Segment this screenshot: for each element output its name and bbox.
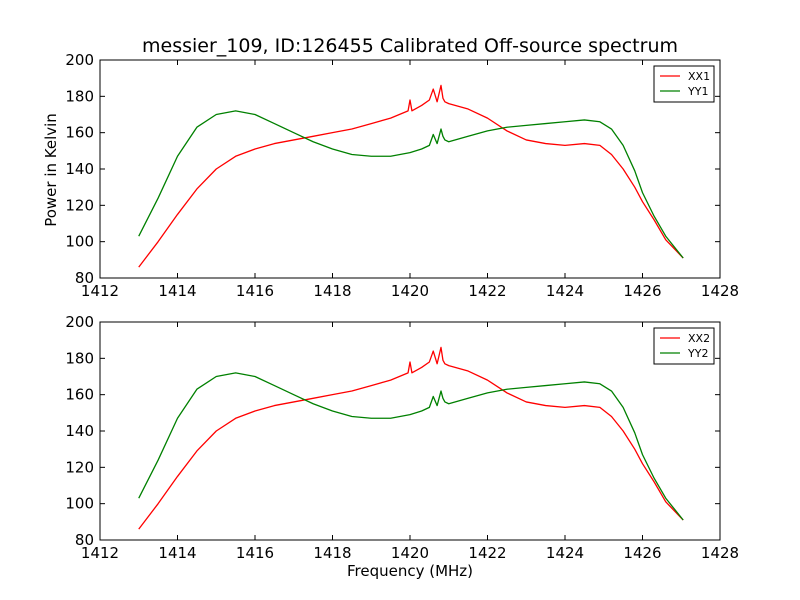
y-tick-label: 200 — [65, 51, 94, 69]
x-tick-label: 1420 — [391, 544, 429, 562]
y-tick-label: 80 — [75, 269, 94, 287]
x-tick-label: 1424 — [546, 282, 584, 300]
y-tick-label: 80 — [75, 531, 94, 549]
series-line-xx2 — [138, 346, 684, 530]
y-tick-label: 180 — [65, 349, 94, 367]
x-tick-label: 1424 — [546, 544, 584, 562]
legend-label-xx1: XX1 — [688, 70, 710, 83]
x-tick-label: 1412 — [81, 282, 119, 300]
y-tick-label: 140 — [65, 160, 94, 178]
x-tick-label: 1428 — [701, 544, 739, 562]
legend-box — [653, 65, 715, 103]
legend-label-yy1: YY1 — [687, 85, 708, 98]
y-tick-label: 100 — [65, 233, 94, 251]
series-line-xx1 — [138, 84, 684, 268]
figure-title: messier_109, ID:126455 Calibrated Off-so… — [142, 35, 678, 57]
y-tick-label: 180 — [65, 87, 94, 105]
y-tick-label: 160 — [65, 124, 94, 142]
x-tick-label: 1422 — [468, 544, 506, 562]
bottom-subplot: 1412 1414 1416 1418 1420 1422 1424 1426 1428 80 10… — [65, 313, 739, 562]
x-axis-label: Frequency (MHz) — [347, 562, 473, 580]
y-tick-label: 100 — [65, 495, 94, 513]
x-tick-label: 1418 — [313, 544, 351, 562]
legend-label-yy2: YY2 — [687, 347, 708, 360]
x-tick-label: 1416 — [236, 282, 274, 300]
x-tick-label: 1422 — [468, 282, 506, 300]
y-axis-label: Power in Kelvin — [42, 113, 60, 227]
y-tick-label: 160 — [65, 386, 94, 404]
y-tick-label: 120 — [65, 458, 94, 476]
x-tick-label: 1426 — [623, 282, 661, 300]
y-tick-label: 200 — [65, 313, 94, 331]
legend-box — [653, 327, 715, 365]
legend-label-xx2: XX2 — [688, 332, 710, 345]
x-tick-label: 1428 — [701, 282, 739, 300]
x-tick-label: 1414 — [158, 282, 196, 300]
x-tick-label: 1418 — [313, 282, 351, 300]
series-line-yy1 — [138, 110, 684, 259]
x-tick-label: 1412 — [81, 544, 119, 562]
x-tick-label: 1416 — [236, 544, 274, 562]
y-tick-label: 120 — [65, 196, 94, 214]
series-line-yy2 — [138, 372, 684, 521]
x-tick-label: 1426 — [623, 544, 661, 562]
y-tick-label: 140 — [65, 422, 94, 440]
x-tick-label: 1414 — [158, 544, 196, 562]
top-subplot: 1412 1414 1416 1418 1420 1422 1424 1426 1428 80 10… — [65, 51, 739, 300]
x-tick-label: 1420 — [391, 282, 429, 300]
